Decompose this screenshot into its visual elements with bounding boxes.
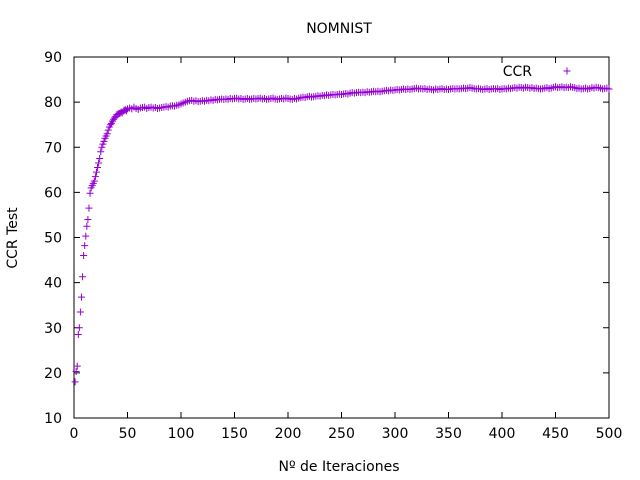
y-axis-label: CCR Test <box>5 207 21 269</box>
data-point <box>80 252 88 260</box>
data-point <box>77 293 85 301</box>
x-tick-label: 200 <box>275 426 302 442</box>
plot-frame <box>73 56 610 419</box>
data-point <box>81 242 89 250</box>
data-point <box>103 130 111 138</box>
y-tick-label: 40 <box>44 276 62 292</box>
x-tick-label: 150 <box>221 426 248 442</box>
data-point <box>104 126 112 134</box>
y-tick-label: 60 <box>44 185 62 201</box>
data-point <box>90 177 98 185</box>
y-tick-label: 70 <box>44 140 62 156</box>
data-point <box>74 331 82 339</box>
data-point <box>72 368 80 376</box>
legend-label-ccr: CCR <box>503 64 533 80</box>
x-tick-label: 300 <box>382 426 409 442</box>
data-point <box>71 378 79 386</box>
y-tick-label: 20 <box>44 366 62 382</box>
data-point <box>95 159 103 167</box>
data-point <box>75 324 83 332</box>
data-point <box>100 137 108 145</box>
x-tick-label: 400 <box>489 426 516 442</box>
data-point <box>97 148 105 156</box>
data-point <box>605 85 613 93</box>
legend: CCR <box>503 64 571 80</box>
data-point <box>92 168 100 176</box>
y-tick-label: 30 <box>44 321 62 337</box>
data-point <box>73 362 81 370</box>
x-tick-label: 450 <box>542 426 569 442</box>
data-point <box>76 308 84 316</box>
data-point <box>82 232 90 240</box>
y-tick-label: 10 <box>44 411 62 427</box>
y-tick-label: 50 <box>44 231 62 247</box>
x-tick-label: 0 <box>70 426 79 442</box>
data-point <box>84 215 92 223</box>
chart-title: NOMNIST <box>306 21 372 37</box>
x-tick-label: 500 <box>596 426 623 442</box>
x-tick-label: 250 <box>328 426 355 442</box>
x-tick-label: 350 <box>435 426 462 442</box>
data-point <box>86 189 94 197</box>
data-point <box>91 173 99 181</box>
data-point <box>106 121 114 129</box>
axis-ticks: 0 50 100 150 200 250 300 350 400 450 500 10 20 30 40 50… <box>44 50 622 442</box>
data-points <box>71 83 613 386</box>
y-tick-label: 80 <box>44 95 62 111</box>
x-axis-label: Nº de Iteraciones <box>279 459 400 475</box>
y-tick-label: 90 <box>44 50 62 66</box>
data-point <box>96 155 104 163</box>
data-point <box>83 222 91 230</box>
data-point <box>98 143 106 151</box>
data-point <box>85 204 93 212</box>
data-point <box>94 164 102 172</box>
x-tick-label: 50 <box>119 426 137 442</box>
legend-marker-ccr <box>563 67 571 75</box>
x-tick-label: 100 <box>168 426 195 442</box>
data-point <box>79 273 87 281</box>
